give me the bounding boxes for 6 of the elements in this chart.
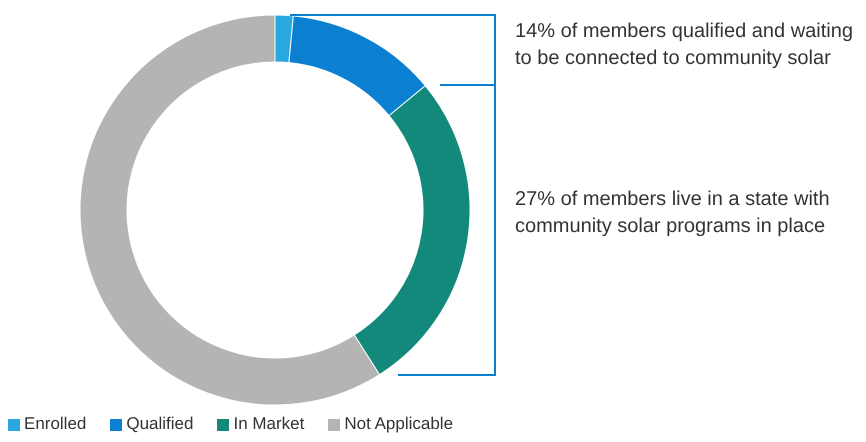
legend-label: Not Applicable xyxy=(344,414,454,433)
legend-label: Enrolled xyxy=(24,414,86,433)
legend-label: Qualified xyxy=(126,414,194,433)
text: 14% of members qualified and waiting to be connected to community solar xyxy=(515,19,854,71)
text: 27% of members live in a state with community solar programs in place xyxy=(515,187,831,239)
legend-label: In Market xyxy=(233,414,304,433)
